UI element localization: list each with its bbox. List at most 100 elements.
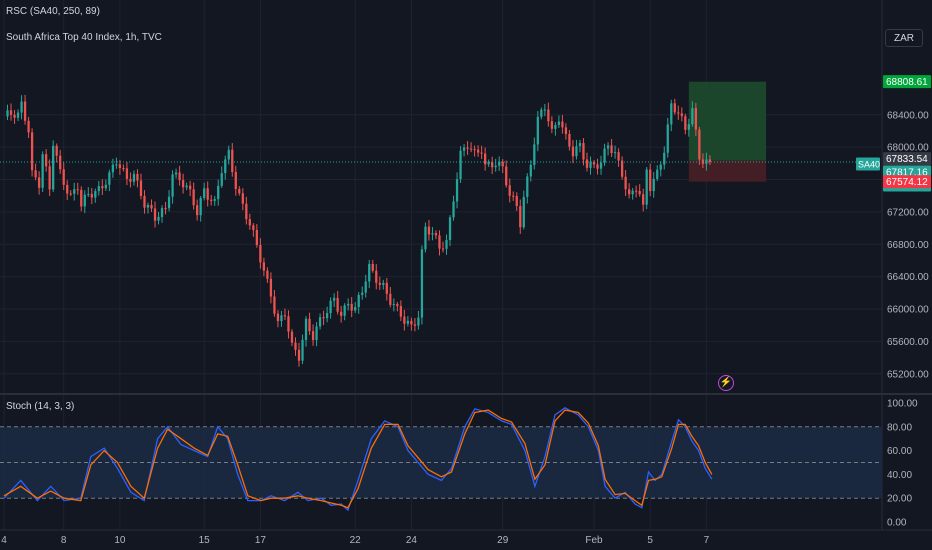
candle — [297, 342, 301, 367]
candle — [245, 196, 248, 225]
candle — [603, 143, 606, 166]
candle-body — [487, 161, 490, 165]
candle — [83, 190, 86, 214]
candle — [382, 279, 385, 290]
candle-body — [635, 190, 638, 192]
candle — [255, 224, 259, 248]
candle-body — [108, 172, 111, 185]
profit-zone — [688, 81, 767, 161]
candle — [181, 173, 185, 194]
stoch-tick-label: 80.00 — [887, 422, 912, 433]
candle-body — [687, 124, 690, 130]
candle-body — [677, 112, 680, 114]
candle — [308, 312, 311, 335]
candle — [340, 305, 343, 323]
candle-body — [427, 226, 431, 235]
candle-body — [480, 152, 483, 154]
candle — [301, 334, 304, 365]
candle — [203, 182, 206, 201]
candle — [262, 257, 266, 277]
candle — [578, 139, 582, 153]
candle-body — [396, 304, 399, 307]
candle — [392, 298, 395, 312]
candle-body — [708, 159, 712, 162]
candle-body — [368, 263, 371, 282]
candle-body — [347, 303, 350, 306]
candle-body — [266, 270, 269, 279]
price-tick-label: 65200.00 — [887, 369, 929, 380]
candle-body — [459, 150, 462, 180]
candle — [378, 276, 381, 290]
candle-body — [652, 178, 655, 192]
candle — [547, 102, 550, 127]
candle-body — [336, 297, 339, 312]
price-label: 68808.61 — [886, 77, 928, 88]
candle — [691, 101, 694, 127]
stoch-tick-label: 100.00 — [887, 399, 918, 410]
candle-body — [424, 226, 427, 250]
candle-body — [329, 300, 332, 314]
candle-body — [55, 145, 58, 156]
candle — [332, 293, 336, 308]
candle-body — [203, 188, 206, 199]
candle-body — [196, 205, 199, 216]
candle-body — [69, 193, 72, 195]
candle — [385, 278, 388, 301]
time-tick-label: 7 — [704, 535, 710, 546]
candle — [347, 298, 350, 311]
stoch-tick-label: 20.00 — [887, 494, 912, 505]
lightning-icon[interactable]: ⚡ — [718, 375, 734, 391]
candle — [687, 118, 690, 137]
candle-body — [150, 204, 153, 209]
loss-zone — [688, 160, 767, 182]
candle-body — [589, 162, 592, 168]
candle — [554, 122, 557, 136]
candle-body — [627, 189, 631, 195]
candle-body — [76, 189, 79, 191]
candle-body — [322, 317, 325, 319]
candle — [132, 170, 136, 186]
candle-body — [245, 203, 248, 220]
candle-body — [385, 282, 388, 294]
candle-body — [466, 147, 469, 149]
candle — [115, 157, 118, 169]
time-tick-label: Feb — [585, 535, 603, 546]
candle-body — [13, 114, 16, 118]
candle-body — [354, 307, 357, 311]
candle — [670, 99, 673, 132]
candle — [455, 172, 459, 209]
candle — [69, 190, 72, 197]
candle-body — [536, 116, 539, 145]
price-label: 67574.12 — [886, 177, 928, 188]
candle — [480, 145, 483, 159]
candle-body — [73, 189, 76, 194]
candle-body — [680, 113, 683, 117]
candle-body — [375, 270, 378, 283]
candle — [515, 192, 518, 211]
candle-body — [578, 142, 582, 147]
candle — [16, 109, 20, 122]
time-tick-label: 8 — [61, 535, 67, 546]
candle — [505, 160, 508, 188]
candle — [220, 166, 223, 188]
price-tick-label: 66400.00 — [887, 272, 929, 283]
candle-body — [276, 313, 280, 322]
candle — [224, 155, 227, 180]
candle — [23, 94, 27, 125]
candle — [273, 290, 276, 317]
candle-body — [498, 161, 501, 166]
candle-body — [111, 164, 115, 173]
candle — [213, 195, 216, 206]
candle — [325, 306, 329, 323]
currency-button[interactable]: ZAR — [885, 29, 923, 47]
candle-body — [561, 121, 564, 128]
candle — [304, 316, 308, 347]
candle-body — [308, 318, 311, 332]
candle — [73, 182, 76, 201]
candle-body — [213, 199, 216, 201]
candle — [20, 95, 23, 120]
candle — [533, 137, 536, 170]
time-tick-label: 10 — [114, 535, 126, 546]
candle-body — [174, 172, 178, 175]
